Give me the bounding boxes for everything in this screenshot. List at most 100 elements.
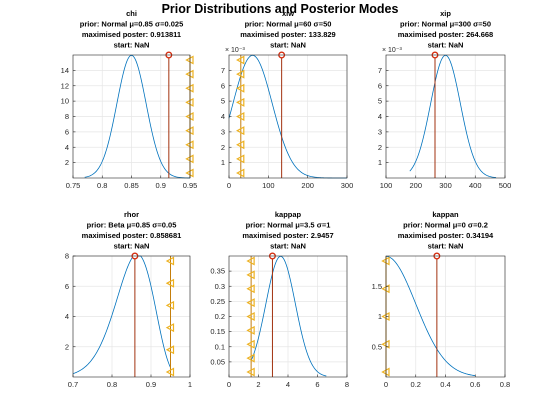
y-tick-label: 7	[378, 66, 382, 75]
bound-marker	[236, 111, 245, 122]
y-tick-label: 1.5	[372, 282, 382, 291]
x-tick-label: 200	[301, 181, 314, 190]
x-tick-label: 0.2	[411, 380, 421, 389]
y-tick-label: 2	[378, 143, 382, 152]
prior-density-rhor	[72, 255, 171, 374]
x-tick-label: 300	[439, 181, 452, 190]
bound-marker	[165, 345, 175, 355]
y-tick-label: 4	[65, 312, 69, 321]
y-tick-label: 5	[221, 97, 225, 106]
y-tick-label: 0.05	[210, 357, 225, 366]
y-tick-label: 6	[378, 81, 382, 90]
x-tick-label: 100	[380, 181, 393, 190]
y-tick-label: 8	[65, 252, 69, 261]
bound-marker	[165, 256, 175, 266]
y-tick-label: 1	[221, 158, 225, 167]
x-tick-label: 300	[341, 181, 354, 190]
x-tick-label: 0.8	[500, 380, 510, 389]
y-tick-label: 0.2	[215, 312, 225, 321]
title-line-kappan: prior: Normal μ=0 σ=0.2	[403, 221, 488, 230]
y-tick-label: 7	[221, 66, 225, 75]
x-tick-label: 0.8	[97, 181, 107, 190]
x-tick-label: 500	[499, 181, 512, 190]
x-tick-label: 6	[315, 380, 319, 389]
bound-marker	[165, 367, 175, 377]
prior-density-kappan	[385, 255, 476, 377]
y-tick-label: 6	[65, 127, 69, 136]
title-line-kappap: kappap	[275, 210, 302, 219]
y-tick-label: 3	[378, 127, 382, 136]
title-line-kappap: maximised poster: 2.9457	[242, 231, 333, 240]
bound-marker	[165, 323, 175, 333]
y-tick-label: 0.25	[210, 297, 225, 306]
x-tick-label: 0.8	[107, 380, 117, 389]
y-tick-label: 1	[378, 312, 382, 321]
x-tick-label: 0.9	[146, 380, 156, 389]
y-tick-label: 0.15	[210, 327, 225, 336]
y-exponent-label: × 10⁻³	[225, 47, 246, 54]
bound-marker	[236, 83, 245, 93]
subplot-chi: chi prior: Normal μ=0.85 σ=0.025maximised…	[61, 9, 198, 190]
title-line-xiw: start: NaN	[270, 41, 306, 50]
y-tick-label: 10	[61, 97, 69, 106]
y-tick-label: 14	[61, 66, 69, 75]
prior-density-chi	[84, 54, 191, 179]
bound-marker	[236, 126, 245, 136]
title-line-xiw: prior: Normal μ=60 σ=50	[245, 20, 332, 29]
y-tick-label: 0.3	[215, 282, 225, 291]
bound-marker	[246, 353, 255, 363]
y-tick-label: 12	[61, 81, 69, 90]
x-tick-label: 8	[345, 380, 349, 389]
y-tick-label: 0.35	[210, 267, 225, 276]
y-tick-label: 4	[378, 112, 382, 121]
title-line-chi: prior: Normal μ=0.85 σ=0.025	[80, 20, 184, 29]
y-tick-label: 0.5	[372, 342, 382, 351]
bound-marker	[236, 140, 245, 150]
y-tick-label: 0.1	[215, 342, 225, 351]
title-line-xip: start: NaN	[428, 41, 464, 50]
x-tick-label: 0	[227, 181, 231, 190]
y-exponent-label: × 10⁻³	[382, 47, 403, 54]
y-tick-label: 1	[378, 158, 382, 167]
title-line-rhor: start: NaN	[114, 242, 150, 251]
bound-marker	[236, 97, 245, 107]
x-tick-label: 2	[256, 380, 260, 389]
x-tick-label: 400	[469, 181, 482, 190]
title-line-xip: xip	[440, 9, 451, 18]
bound-marker	[246, 256, 255, 266]
y-tick-label: 6	[65, 282, 69, 291]
prior-density-xip	[409, 54, 497, 179]
x-tick-label: 0.4	[440, 380, 450, 389]
y-tick-label: 4	[221, 112, 225, 121]
x-tick-label: 4	[286, 380, 290, 389]
bound-marker	[165, 300, 175, 310]
bound-marker	[246, 298, 255, 308]
title-line-kappan: kappan	[432, 210, 459, 219]
x-tick-label: 200	[409, 181, 422, 190]
x-tick-label: 0.75	[66, 181, 81, 190]
bound-marker	[246, 339, 255, 349]
y-tick-label: 2	[221, 143, 225, 152]
bound-marker	[165, 278, 175, 288]
bound-marker	[236, 55, 245, 65]
title-line-rhor: prior: Beta μ=0.85 σ=0.05	[87, 221, 177, 230]
title-line-chi: chi	[126, 9, 137, 18]
bound-marker	[246, 367, 255, 377]
y-tick-label: 2	[65, 158, 69, 167]
prior-density-kappap	[250, 255, 327, 377]
x-tick-label: 0	[384, 380, 388, 389]
y-tick-label: 8	[65, 112, 69, 121]
figure-title: Prior Distributions and Posterior Modes	[162, 2, 399, 16]
y-tick-label: 5	[378, 97, 382, 106]
bound-marker	[236, 154, 245, 164]
bound-marker	[246, 325, 255, 335]
title-line-xiw: xiw	[282, 9, 294, 18]
title-line-xiw: maximised poster: 133.829	[240, 30, 335, 39]
x-tick-label: 0.7	[68, 380, 78, 389]
title-line-rhor: maximised poster: 0.858681	[82, 231, 182, 240]
